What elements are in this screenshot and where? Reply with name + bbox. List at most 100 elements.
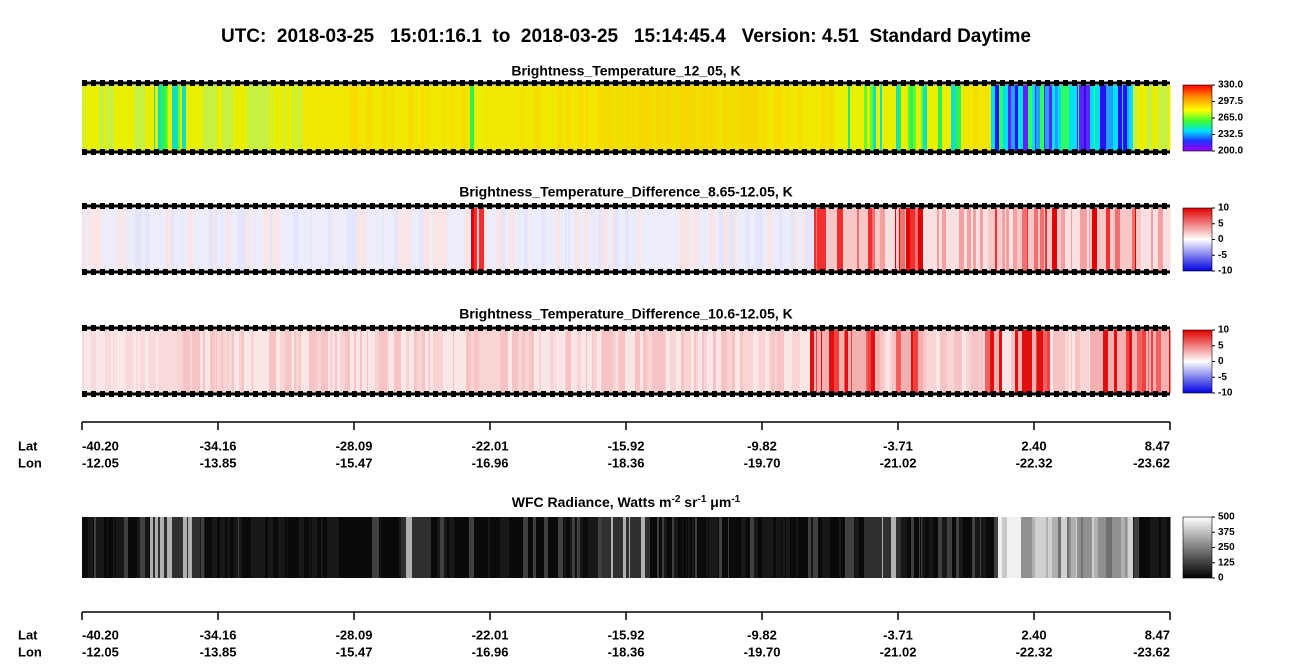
image-stripe [141,85,143,151]
image-stripe [982,85,986,151]
image-stripe [1044,85,1046,151]
image-stripe [626,517,630,578]
lat-tick-label: -15.92 [608,438,645,453]
image-stripe [870,85,874,151]
scan-tick [316,149,321,155]
image-stripe [545,330,551,393]
image-stripe [816,208,818,271]
image-stripe [602,330,606,393]
image-stripe [426,208,431,271]
image-stripe [1101,208,1106,271]
image-stripe [264,330,266,393]
image-stripe [653,208,658,271]
image-stripe [380,208,384,271]
scan-tick [694,325,699,331]
image-stripe [306,208,312,271]
image-stripe [127,208,132,271]
image-stripe [960,330,962,393]
image-stripe [1052,517,1057,578]
scan-tick [1036,391,1041,397]
image-stripe [673,208,677,271]
image-stripe [1080,85,1085,151]
image-stripe [761,330,763,393]
image-stripe [370,208,376,271]
image-stripe [1080,208,1084,271]
scan-tick [514,203,519,209]
image-stripe [1096,330,1102,393]
image-stripe [443,330,446,393]
scan-tick [568,269,573,275]
scan-tick [487,269,492,275]
image-stripe [1070,208,1072,271]
image-stripe [1016,330,1019,393]
image-stripe [676,330,682,393]
image-stripe [540,85,546,151]
image-stripe [496,517,499,578]
image-stripe [440,517,445,578]
image-stripe [576,330,578,393]
scan-tick [361,203,366,209]
scan-tick [604,203,609,209]
image-stripe [532,208,537,271]
image-stripe [295,517,300,578]
scan-tick [703,269,708,275]
scan-tick [370,391,375,397]
image-stripe [562,85,567,151]
image-stripe [178,85,181,151]
image-stripe [500,517,505,578]
image-stripe [798,517,804,578]
image-stripe [1045,85,1050,151]
scan-tick [721,391,726,397]
image-stripe [845,517,851,578]
image-stripe [232,330,235,393]
scan-tick [82,149,87,155]
image-stripe [350,85,356,151]
image-stripe [850,517,855,578]
image-stripe [821,330,823,393]
image-stripe [91,330,96,393]
image-stripe [296,85,298,151]
image-stripe [1148,85,1153,151]
image-stripe [333,330,336,393]
image-stripe [225,517,228,578]
scan-tick [811,269,816,275]
image-stripe [1134,517,1140,578]
image-stripe [406,517,410,578]
image-stripe [899,85,902,151]
image-stripe [601,330,603,393]
image-stripe [1123,85,1128,151]
scan-tick [694,149,699,155]
image-stripe [572,517,576,578]
image-stripe [748,330,754,393]
image-stripe [230,330,232,393]
scan-tick [226,203,231,209]
image-stripe [328,208,332,271]
image-stripe [487,208,493,271]
scan-tick [100,391,105,397]
image-stripe [254,208,256,271]
image-stripe [1038,517,1044,578]
image-stripe [312,517,318,578]
image-stripe [153,517,156,578]
image-stripe [925,517,930,578]
lat-tick-label: -3.71 [883,438,913,453]
image-stripe [452,208,455,271]
image-stripe [787,208,789,271]
image-stripe [886,85,892,151]
image-stripe [384,208,388,271]
scan-tick [298,203,303,209]
image-stripe [212,517,215,578]
image-stripe [791,208,795,271]
scan-tick [478,203,483,209]
image-stripe [979,330,981,393]
scan-tick [109,391,114,397]
image-stripe [899,208,901,271]
scan-tick [451,203,456,209]
image-stripe [330,85,333,151]
image-stripe [886,517,891,578]
image-stripe [1075,330,1081,393]
image-stripe [729,208,735,271]
image-stripe [914,517,920,578]
image-stripe [917,85,921,151]
scan-tick [262,80,267,86]
